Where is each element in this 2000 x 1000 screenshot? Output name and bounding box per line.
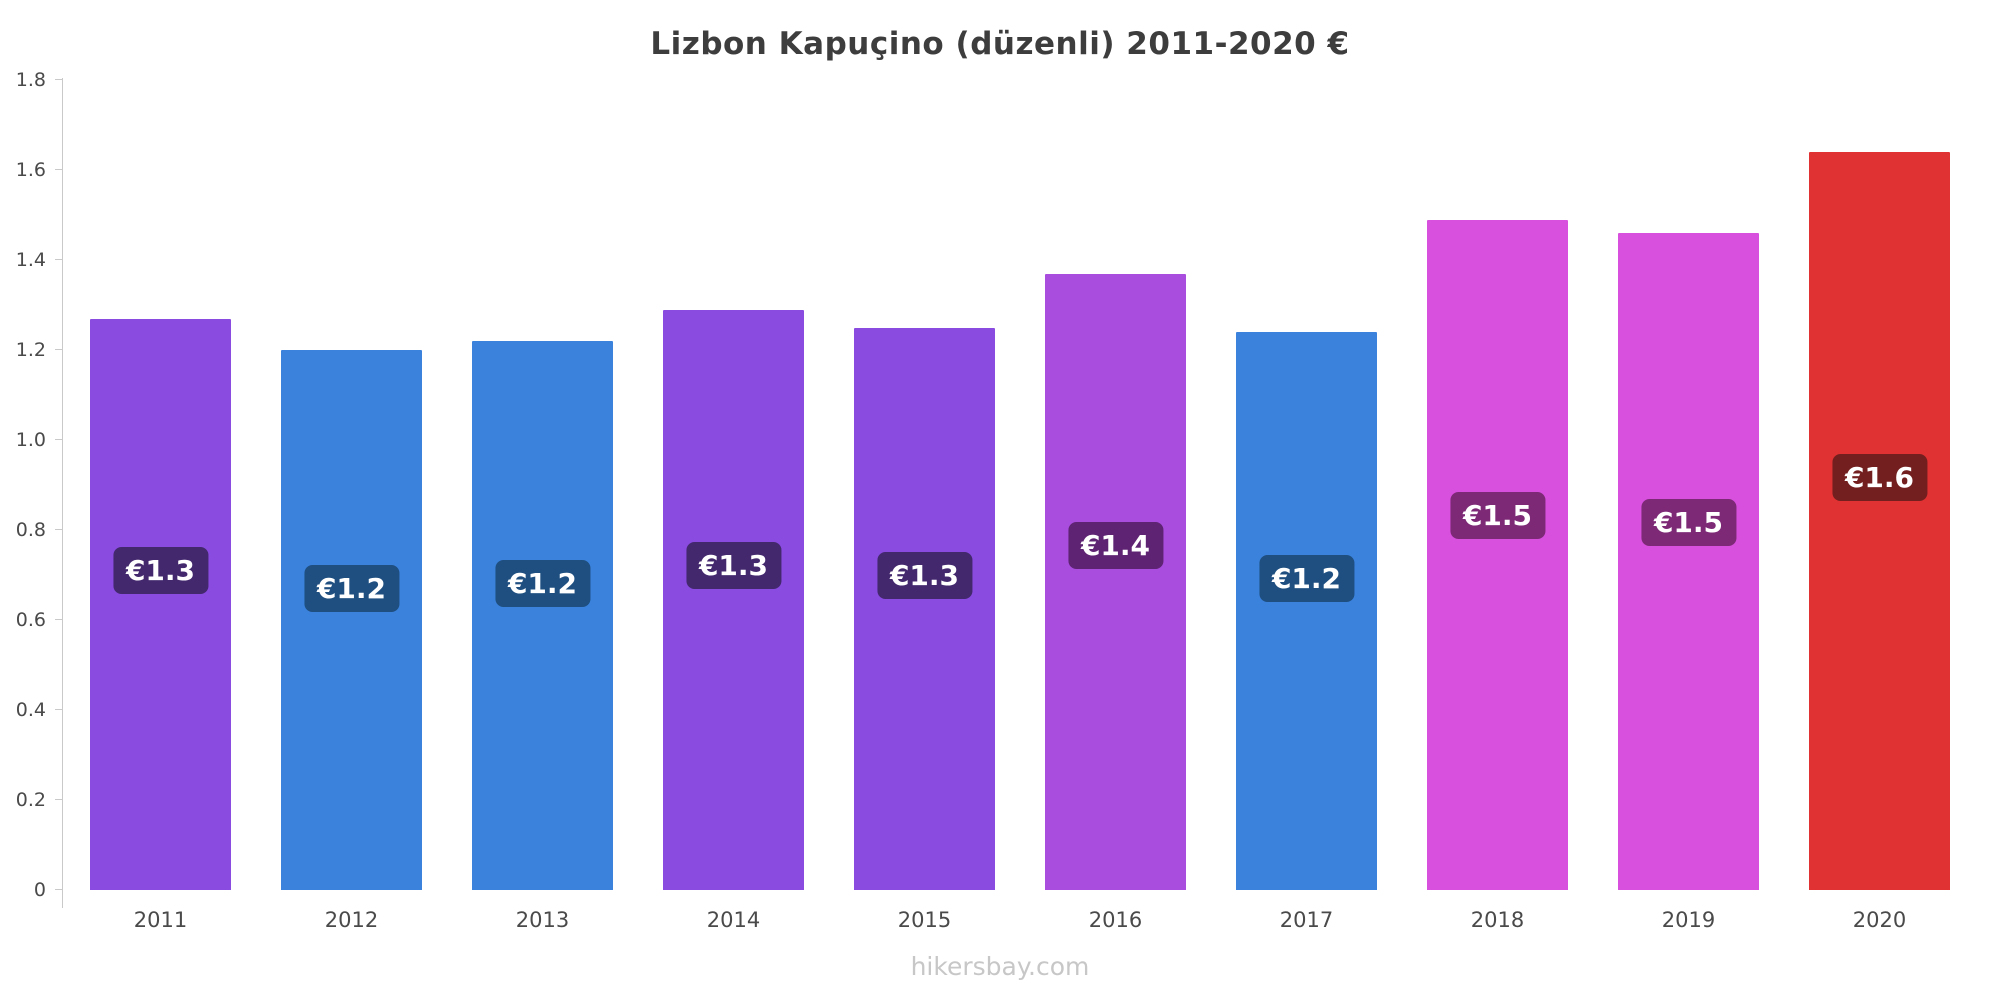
y-axis: 0 0.2 0.4 0.6 0.8 1.0 1.2 1.4 1.6 1.8 — [0, 69, 62, 901]
y-tick-mark — [55, 799, 62, 800]
x-axis: 2011 2012 2013 2014 2015 2016 2017 2018 2019 2020 — [65, 908, 1975, 938]
y-tick-mark — [55, 529, 62, 530]
y-axis-tick-label: 1.8 — [15, 69, 46, 91]
y-axis-tick-label: 0.2 — [15, 789, 46, 811]
bar-slot-2012: €1.2 — [256, 80, 447, 890]
bar-slot-2018: €1.5 — [1402, 80, 1593, 890]
y-axis-tick-label: 1.2 — [15, 339, 46, 361]
bar-2013 — [472, 341, 613, 890]
bar-value-badge-2012: €1.2 — [303, 564, 400, 612]
bar-slot-2013: €1.2 — [447, 80, 638, 890]
y-axis-tick-label: 1.6 — [15, 159, 46, 181]
bar-value-badge-2020: €1.6 — [1831, 453, 1928, 501]
y-tick-mark — [55, 259, 62, 260]
chart-title: Lizbon Kapuçino (düzenli) 2011-2020 € — [650, 26, 1350, 62]
bar-value-badge-2017: €1.2 — [1258, 554, 1355, 602]
bar-2016 — [1045, 273, 1186, 890]
bar-value-badge-2016: €1.4 — [1067, 521, 1164, 569]
y-tick-mark — [55, 889, 62, 890]
bar-value-badge-2013: €1.2 — [494, 559, 591, 607]
x-axis-label-2020: 2020 — [1852, 908, 1907, 932]
x-axis-label-2012: 2012 — [324, 908, 379, 932]
bar-2019 — [1618, 233, 1759, 890]
bar-value-badge-2011: €1.3 — [112, 546, 209, 594]
y-axis-line — [62, 78, 63, 908]
y-tick-mark — [55, 349, 62, 350]
bar-2014 — [663, 309, 804, 890]
bar-slot-2011: €1.3 — [65, 80, 256, 890]
y-tick-mark — [55, 619, 62, 620]
bar-value-badge-2019: €1.5 — [1640, 499, 1737, 547]
bar-slot-2017: €1.2 — [1211, 80, 1402, 890]
bar-2011 — [90, 318, 231, 890]
x-axis-label-2013: 2013 — [515, 908, 570, 932]
bar-slot-2016: €1.4 — [1020, 80, 1211, 890]
bar-slot-2014: €1.3 — [638, 80, 829, 890]
x-axis-label-2011: 2011 — [133, 908, 188, 932]
y-tick-mark — [55, 709, 62, 710]
bar-value-badge-2014: €1.3 — [685, 541, 782, 589]
y-axis-tick-label: 0.8 — [15, 519, 46, 541]
y-tick-mark — [55, 79, 62, 80]
bar-2020 — [1809, 152, 1950, 890]
bar-2015 — [854, 327, 995, 890]
plot-area: €1.3 €1.2 €1.2 €1.3 €1.3 €1.4 €1.2 €1.5 €1.5 €1.6 — [65, 80, 1975, 890]
x-axis-label-2015: 2015 — [897, 908, 952, 932]
y-axis-tick-label: 0.4 — [15, 699, 46, 721]
bar-value-badge-2018: €1.5 — [1449, 491, 1546, 539]
bar-value-badge-2015: €1.3 — [876, 552, 973, 599]
y-axis-tick-label: 0 — [33, 879, 46, 901]
bar-2018 — [1427, 219, 1568, 890]
bar-slot-2015: €1.3 — [829, 80, 1020, 890]
y-tick-mark — [55, 439, 62, 440]
y-axis-tick-label: 1.0 — [15, 429, 46, 451]
x-axis-label-2014: 2014 — [706, 908, 761, 932]
y-tick-mark — [55, 169, 62, 170]
x-axis-label-2018: 2018 — [1470, 908, 1525, 932]
y-axis-tick-label: 1.4 — [15, 249, 46, 271]
bar-slot-2020: €1.6 — [1784, 80, 1975, 890]
hikersbay-link[interactable]: hikersbay.com — [910, 952, 1090, 981]
footer: hikersbay.com — [0, 952, 2000, 981]
bar-2017 — [1236, 332, 1377, 890]
x-axis-label-2017: 2017 — [1279, 908, 1334, 932]
y-axis-tick-label: 0.6 — [15, 609, 46, 631]
x-axis-label-2016: 2016 — [1088, 908, 1143, 932]
bar-slot-2019: €1.5 — [1593, 80, 1784, 890]
x-axis-label-2019: 2019 — [1661, 908, 1716, 932]
bar-2012 — [281, 350, 422, 890]
